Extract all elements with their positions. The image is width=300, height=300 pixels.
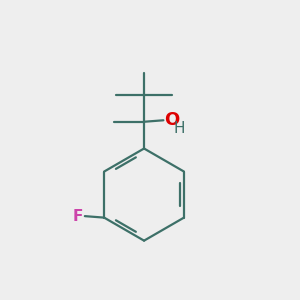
Text: H: H [174,121,185,136]
Text: O: O [164,111,179,129]
Text: F: F [73,208,83,224]
